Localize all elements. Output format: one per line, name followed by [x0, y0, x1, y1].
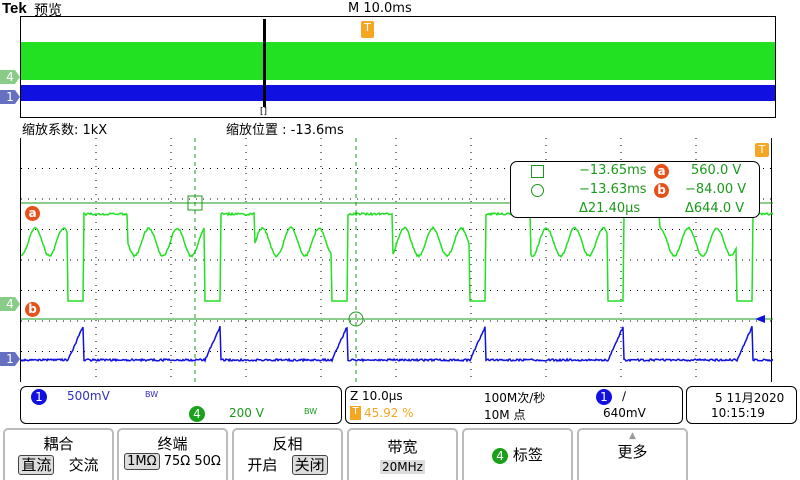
sample-rate: 100M次/秒 — [484, 389, 545, 406]
trigger-level: 640mV — [603, 406, 646, 420]
termination-title: 终端 — [119, 433, 226, 454]
cursor-a-time: −13.65ms — [579, 163, 647, 178]
trigger-marker-overview: T — [361, 21, 374, 38]
datetime-panel: 5 11月2020 10:15:19 — [686, 386, 797, 424]
zoom-position: 缩放位置 : -13.6ms — [226, 119, 344, 138]
overview-ch1-trace — [21, 85, 775, 101]
zoom-factor: 缩放系数: 1kX — [22, 119, 107, 138]
invert-button[interactable]: 反相 开启 关闭 — [232, 428, 343, 480]
termination-75[interactable]: 75Ω — [164, 454, 190, 469]
ch4-marker[interactable]: 4 — [0, 297, 20, 311]
bandwidth-title: 带宽 — [349, 436, 456, 457]
tek-logo: Tek — [2, 0, 27, 17]
ch1-marker[interactable]: 1 — [0, 352, 20, 366]
zoom-timebase: Z 10.0µs — [350, 389, 403, 403]
trigger-icon: T — [350, 406, 361, 420]
more-button[interactable]: ▲ 更多 — [577, 428, 688, 480]
bandwidth-value: 20MHz — [380, 460, 425, 474]
timebase-label: M 10.0ms — [348, 1, 412, 16]
ch1-chip: 1 — [31, 389, 47, 405]
zoom-box-icon: [] — [260, 107, 267, 117]
ch4-chip: 4 — [189, 406, 205, 422]
delta-value: Δ644.0 V — [685, 201, 744, 216]
trigger-source-chip: 1 — [596, 389, 612, 405]
ch1-waveform — [21, 326, 773, 361]
invert-off[interactable]: 关闭 — [292, 455, 328, 475]
label-button[interactable]: 4 标签 — [462, 428, 573, 480]
ch4-scale: 200 V — [229, 406, 264, 420]
trigger-marker: T — [755, 143, 769, 157]
coupling-title: 耦合 — [5, 433, 112, 454]
zoom-position-bar[interactable] — [263, 19, 266, 107]
coupling-button[interactable]: 耦合 直流 交流 — [3, 428, 114, 480]
timebase-panel[interactable]: Z 10.0µs T 45.92 % 100M次/秒 10M 点 1 ∕ 640… — [345, 386, 683, 424]
overview-ch4-trace — [21, 42, 775, 80]
ch4-marker-overview[interactable]: 4 — [0, 70, 20, 84]
cursor-b-label[interactable]: b — [25, 302, 40, 317]
more-title: 更多 — [617, 443, 647, 461]
bandwidth-button[interactable]: 带宽 20MHz — [347, 428, 458, 480]
coupling-ac[interactable]: 交流 — [69, 456, 99, 474]
cursor-b-time: −13.63ms — [579, 182, 647, 197]
termination-1m[interactable]: 1MΩ — [124, 453, 159, 470]
ch4-waveform — [21, 213, 773, 301]
trigger-level-marker — [755, 315, 765, 323]
record-length: 10M 点 — [484, 406, 525, 423]
ch1-scale: 500mV — [67, 389, 110, 403]
cursor-b-value: −84.00 V — [685, 182, 746, 197]
ch4-label-chip: 4 — [492, 448, 508, 464]
termination-50[interactable]: 50Ω — [194, 454, 220, 469]
circle-cursor-icon — [531, 184, 544, 197]
invert-title: 反相 — [234, 433, 341, 454]
coupling-dc[interactable]: 直流 — [18, 455, 54, 475]
overview-window: [] T — [20, 16, 776, 118]
termination-button[interactable]: 终端 1MΩ 75Ω 50Ω — [117, 428, 228, 480]
chevron-up-icon: ▲ — [579, 431, 686, 441]
ch1-bw-icon: BW — [145, 390, 158, 399]
channel-info-panel[interactable]: 1 500mV BW 4 200 V BW — [20, 386, 342, 424]
date: 5 11月2020 — [715, 389, 784, 406]
time: 10:15:19 — [711, 406, 765, 420]
cursor-a-label[interactable]: a — [25, 206, 40, 221]
rising-edge-icon: ∕ — [622, 389, 626, 403]
trigger-position: 45.92 % — [364, 406, 414, 420]
ch1-marker-overview[interactable]: 1 — [0, 90, 20, 104]
delta-time: Δ21.40µs — [579, 201, 640, 216]
invert-on[interactable]: 开启 — [247, 456, 277, 474]
cursor-a-icon: a — [654, 164, 669, 179]
cursor-readout: −13.65ms −13.63ms Δ21.40µs a b 560.0 V −… — [510, 161, 760, 218]
cursor-a-value: 560.0 V — [691, 163, 741, 178]
cursor-b-icon: b — [654, 183, 669, 198]
square-cursor-icon — [531, 165, 544, 178]
label-title: 标签 — [513, 446, 543, 464]
ch4-bw-icon: BW — [304, 407, 317, 416]
